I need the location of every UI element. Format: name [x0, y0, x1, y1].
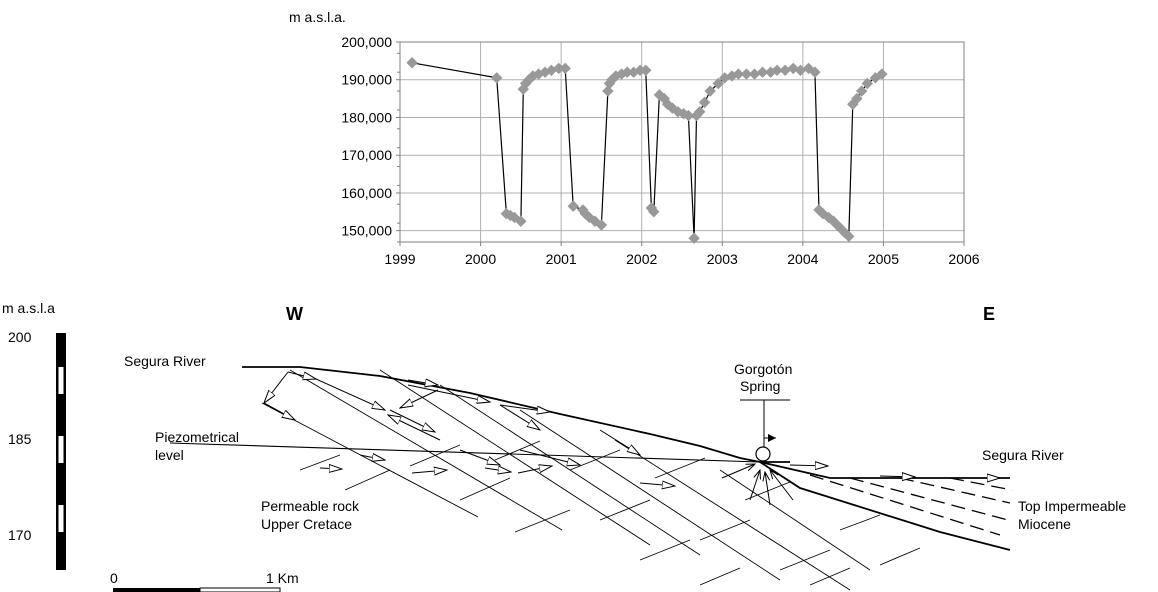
y-tick-label: 200,000	[341, 34, 392, 50]
data-point	[827, 215, 840, 227]
data-point	[602, 85, 614, 97]
data-point	[559, 62, 571, 75]
spring-circle-icon	[755, 446, 771, 462]
piezometric-label-line2: level	[155, 447, 184, 463]
y-tick-label: 160,000	[341, 185, 392, 201]
segura-river-east-label: Segura River	[982, 447, 1064, 463]
scalebar-start-label: 0	[110, 570, 118, 586]
chart-y-axis-label: m a.s.l.a.	[289, 9, 346, 25]
cross-section: m a.s.l.a 200 185 170 W E	[2, 300, 1126, 592]
scale-tick-185: 185	[8, 431, 32, 447]
impermeable-label-line1: Top Impermeable	[1018, 498, 1126, 514]
data-point	[756, 66, 769, 78]
x-tick-label: 2004	[787, 251, 818, 267]
scale-tick-170: 170	[8, 527, 32, 543]
data-point	[732, 68, 745, 80]
x-tick-label: 2005	[868, 251, 899, 267]
spring-flow-arrow-icon	[763, 434, 776, 448]
water-level-chart: m a.s.l.a. 200,000 190,000 180,000 170,000 1…	[289, 9, 980, 267]
segura-river-west-label: Segura River	[124, 353, 206, 369]
vertical-scale-bar	[56, 333, 66, 570]
data-point	[748, 68, 761, 80]
data-point	[515, 215, 527, 227]
scale-tick-200: 200	[8, 329, 32, 345]
data-point	[567, 200, 579, 212]
river-bed-east	[759, 461, 1010, 479]
y-tick-label: 170,000	[341, 147, 392, 163]
miocene-dashed-layers	[809, 474, 1013, 536]
x-tick-label: 2006	[948, 251, 979, 267]
horizontal-scale-bar	[113, 587, 281, 592]
data-point	[490, 72, 503, 84]
impermeable-contact	[759, 461, 1011, 551]
data-point	[861, 77, 874, 90]
permeable-label-line2: Upper Cretace	[261, 516, 352, 532]
ground-surface	[242, 366, 790, 463]
flow-arrows	[264, 372, 1000, 486]
data-point	[694, 106, 706, 118]
spring-label-line2: Spring	[740, 378, 780, 394]
data-point	[648, 206, 660, 218]
x-tick-label: 2000	[465, 251, 496, 267]
data-point	[876, 68, 888, 80]
data-point	[851, 92, 863, 105]
section-y-axis-label: m a.s.l.a	[2, 300, 55, 316]
data-point	[698, 96, 711, 109]
data-point	[688, 232, 700, 244]
y-tick-label: 150,000	[341, 223, 392, 239]
data-point	[640, 64, 652, 77]
series-line	[411, 62, 883, 239]
permeable-label-line1: Permeable rock	[261, 498, 360, 514]
x-tick-labels: 1999 2000 2001 2002 2003 2004 2005 2006	[384, 251, 979, 267]
data-point	[843, 230, 855, 243]
data-point	[406, 57, 418, 69]
scalebar-end-label: 1 Km	[266, 570, 299, 586]
data-point	[855, 85, 868, 97]
water-level-series	[406, 57, 888, 244]
x-tick-label: 2002	[626, 251, 657, 267]
data-point	[771, 64, 783, 77]
spring-inflow-arrows	[721, 464, 794, 506]
y-tick-label: 190,000	[341, 72, 392, 88]
data-point	[712, 77, 724, 90]
data-point	[779, 64, 791, 77]
impermeable-label-line2: Miocene	[1018, 516, 1071, 532]
east-label: E	[983, 304, 995, 324]
plot-frame	[399, 41, 965, 243]
west-label: W	[286, 304, 303, 324]
data-point	[740, 68, 753, 80]
data-point	[809, 66, 821, 78]
x-tick-label: 1999	[384, 251, 415, 267]
spring-label-line1: Gorgotón	[734, 361, 792, 377]
data-point	[833, 221, 845, 233]
y-tick-labels: 200,000 190,000 180,000 170,000 160,000 150,0…	[341, 34, 392, 239]
bedding-planes	[261, 369, 921, 591]
y-tick-label: 180,000	[341, 109, 392, 125]
piezometric-line	[169, 442, 761, 463]
data-point	[595, 219, 608, 231]
data-point	[682, 109, 695, 122]
x-tick-label: 2003	[707, 251, 738, 267]
piezometric-label-line1: Piezometrical	[155, 429, 239, 445]
data-point	[704, 85, 716, 97]
x-tick-label: 2001	[546, 251, 577, 267]
